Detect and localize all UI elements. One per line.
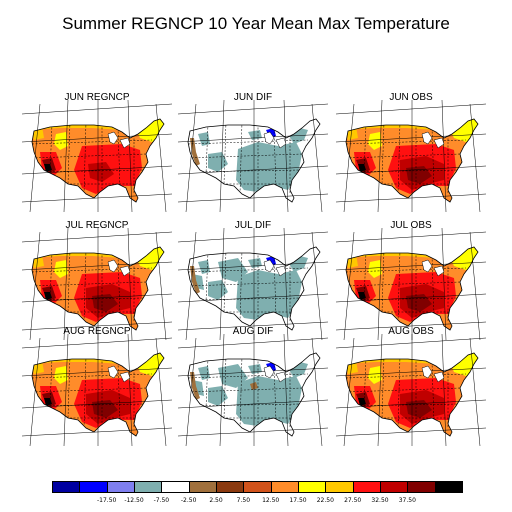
- us-map: [178, 227, 328, 340]
- legend-label: 27.50: [344, 497, 362, 504]
- legend-swatch: [270, 481, 299, 493]
- legend-swatch: [243, 481, 272, 493]
- legend-swatch: [325, 481, 354, 493]
- map-panel-jun-dif: JUN DIF: [178, 92, 328, 212]
- us-map: [336, 227, 486, 340]
- legend-label: 22.50: [316, 497, 334, 504]
- map-panel-jun-obs: JUN OBS: [336, 92, 486, 212]
- legend-swatch: [216, 481, 245, 493]
- us-map: [22, 227, 172, 340]
- map-panel-jul-dif: JUL DIF: [178, 220, 328, 340]
- temperature-field: [32, 247, 164, 330]
- legend-swatch: [52, 481, 81, 493]
- temperature-field: [32, 353, 164, 436]
- legend-swatch: [106, 481, 135, 493]
- panel-title: JUN DIF: [233, 92, 273, 103]
- panel-title: JUL DIF: [234, 220, 272, 231]
- legend-label: 2.50: [209, 497, 223, 504]
- temperature-field: [346, 353, 478, 436]
- legend-swatch: [188, 481, 217, 493]
- panel-title: JUL REGNCP: [65, 220, 129, 231]
- panel-title: JUN REGNCP: [64, 92, 130, 103]
- temperature-field: [346, 247, 478, 330]
- us-map: [178, 333, 328, 446]
- legend-label: -17.50: [96, 497, 117, 504]
- legend-label: 12.50: [262, 497, 280, 504]
- color-legend: -17.50 -12.50 -7.50 -2.50 2.50 7.50 12.50 17.50…: [52, 481, 463, 504]
- panel-title: AUG OBS: [388, 326, 434, 337]
- legend-label: 37.50: [398, 497, 416, 504]
- us-map: [22, 333, 172, 446]
- legend-label: 17.50: [289, 497, 307, 504]
- legend-swatch: [407, 481, 436, 493]
- legend-swatch: [134, 481, 163, 493]
- map-panel-jun-regncp: JUN REGNCP: [22, 92, 172, 212]
- legend-swatch: [161, 481, 190, 493]
- legend-swatch: [298, 481, 327, 493]
- legend-label: -7.50: [153, 497, 170, 504]
- map-panel-aug-dif: AUG DIF: [178, 326, 328, 446]
- legend-swatch: [352, 481, 381, 493]
- legend-label: 32.50: [371, 497, 389, 504]
- legend-label: 7.50: [236, 497, 251, 504]
- figure-title: Summer REGNCP 10 Year Mean Max Temperatu…: [62, 14, 450, 33]
- legend-swatch: [434, 481, 463, 493]
- panel-title: AUG REGNCP: [63, 326, 131, 337]
- us-map: [178, 99, 328, 212]
- panel-title: JUN OBS: [389, 92, 433, 103]
- map-panel-aug-obs: AUG OBS: [336, 326, 486, 446]
- map-panel-jul-regncp: JUL REGNCP: [22, 220, 172, 340]
- legend-swatch: [79, 481, 108, 493]
- us-map: [22, 99, 172, 212]
- us-map: [336, 333, 486, 446]
- us-map: [336, 99, 486, 212]
- map-panel-jul-obs: JUL OBS: [336, 220, 486, 340]
- legend-label: -2.50: [180, 497, 197, 504]
- panel-title: JUL OBS: [390, 220, 432, 231]
- legend-swatch: [380, 481, 409, 493]
- legend-label: -12.50: [124, 497, 144, 504]
- temperature-field: [346, 119, 478, 202]
- map-panel-aug-regncp: AUG REGNCP: [22, 326, 172, 446]
- temperature-field: [32, 119, 164, 202]
- panel-title: AUG DIF: [232, 326, 274, 337]
